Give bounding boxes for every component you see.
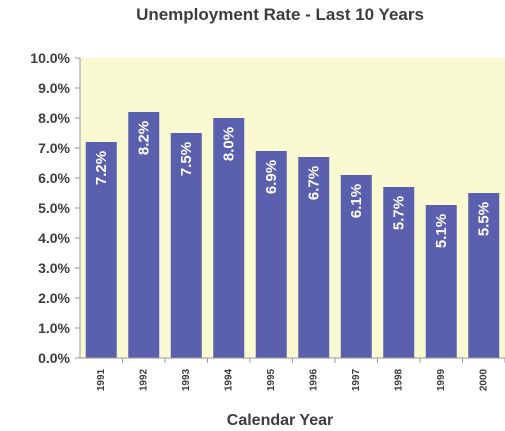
x-tick-label: 1993 — [181, 368, 192, 391]
x-tick-label: 1999 — [436, 368, 447, 391]
x-tick-label: 1991 — [96, 368, 107, 391]
bar — [213, 118, 245, 358]
data-label: 5.1% — [433, 214, 450, 248]
data-label: 6.1% — [348, 184, 365, 218]
y-tick-label: 2.0% — [38, 290, 70, 306]
bar — [298, 157, 330, 358]
y-tick-label: 0.0% — [38, 350, 70, 366]
data-label: 7.2% — [93, 151, 110, 185]
x-tick-label: 1996 — [308, 368, 319, 391]
y-tick-label: 8.0% — [38, 110, 70, 126]
bar — [383, 187, 415, 358]
bar — [255, 151, 287, 358]
x-tick-label: 1994 — [223, 368, 234, 391]
data-label: 8.0% — [220, 127, 237, 161]
bar — [128, 112, 160, 358]
chart-title: Unemployment Rate - Last 10 Years — [136, 5, 424, 24]
y-tick-label: 7.0% — [38, 140, 70, 156]
y-tick-label: 9.0% — [38, 80, 70, 96]
x-tick-label: 1995 — [266, 368, 277, 391]
data-label: 6.7% — [305, 166, 322, 200]
data-labels: 7.2% 8.2% 7.5% 8.0% 6.9% 6.7% 6.1% 5.7% 5.1% 5.5% — [93, 121, 493, 248]
y-tick-label: 5.0% — [38, 200, 70, 216]
x-tick-label: 1998 — [393, 368, 404, 391]
y-tick-label: 6.0% — [38, 170, 70, 186]
bar — [340, 175, 372, 358]
x-tick-label: 2000 — [478, 368, 489, 391]
data-label: 6.9% — [263, 160, 280, 194]
x-axis-title: Calendar Year — [227, 412, 333, 429]
x-axis-ticks: 1991 1992 1993 1994 1995 1996 1997 1998 1999 2000 — [96, 358, 505, 391]
y-tick-label: 3.0% — [38, 260, 70, 276]
data-label: 5.7% — [390, 196, 407, 230]
y-tick-label: 10.0% — [30, 50, 70, 66]
y-tick-label: 1.0% — [38, 320, 70, 336]
bar — [170, 133, 202, 358]
data-label: 8.2% — [135, 121, 152, 155]
bar — [425, 205, 457, 358]
bars — [85, 112, 500, 358]
data-label: 7.5% — [178, 142, 195, 176]
bar — [468, 193, 500, 358]
y-tick-label: 4.0% — [38, 230, 70, 246]
bar — [85, 142, 117, 358]
x-tick-label: 1997 — [351, 368, 362, 391]
y-axis-ticks: 0.0% 1.0% 2.0% 3.0% 4.0% 5.0% 6.0% 7.0% 8.0% 9.0%… — [30, 50, 80, 366]
x-tick-label: 1992 — [138, 368, 149, 391]
data-label: 5.5% — [475, 202, 492, 236]
